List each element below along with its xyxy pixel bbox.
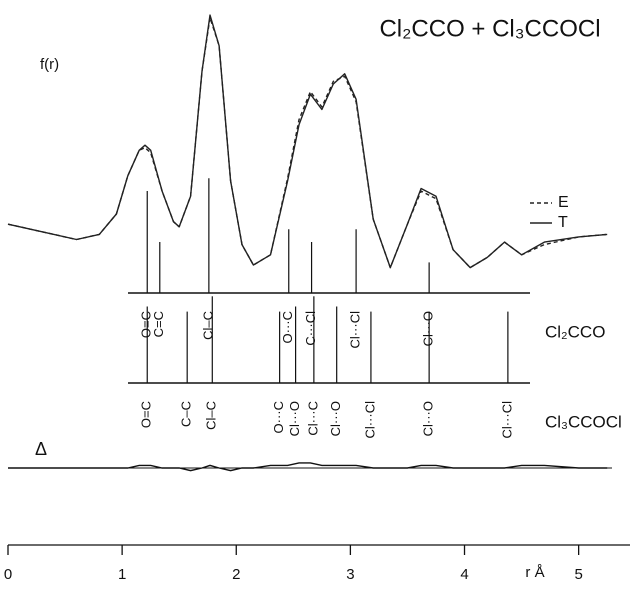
stick-label: Cl–C: [200, 311, 215, 340]
stick-label: Cl···C: [305, 401, 320, 436]
stick-group-label: Cl₂CCO: [545, 322, 605, 341]
x-tick-label: 5: [574, 566, 582, 583]
stick-label: Cl···O: [328, 401, 343, 436]
stick-label: C···Cl: [303, 311, 318, 346]
stick-label: O···C: [280, 311, 295, 344]
difference-line: [8, 462, 608, 472]
stick-label: C=C: [151, 311, 166, 337]
stick-label: O···C: [271, 401, 286, 434]
x-tick-label: 1: [118, 566, 126, 583]
stick-label: Cl···O: [421, 311, 436, 346]
stick-label: Cl···Cl: [362, 401, 377, 439]
x-tick-label: 0: [4, 566, 12, 583]
legend-label: E: [558, 194, 569, 211]
stick-label: C–C: [179, 401, 194, 427]
x-axis-label: r Å: [525, 564, 544, 581]
stick-label: Cl–C: [204, 401, 219, 430]
series-line: [7, 14, 608, 269]
y-axis-label: f(r): [40, 56, 59, 73]
stick-label: Cl···Cl: [348, 311, 363, 349]
series-line: [7, 17, 608, 269]
stick-label: Cl···O: [421, 401, 436, 436]
stick-group-label: Cl₃CCOCl: [545, 412, 622, 431]
x-tick-label: 2: [232, 566, 240, 583]
difference-label: Δ: [35, 439, 47, 459]
stick-label: Cl···O: [287, 401, 302, 436]
stick-label: Cl···Cl: [499, 401, 514, 439]
x-tick-label: 3: [346, 566, 354, 583]
stick-label: O=C: [139, 401, 154, 428]
chart-title: Cl₂CCO + Cl₃CCOCl: [379, 15, 600, 42]
legend-label: T: [558, 214, 568, 231]
x-tick-label: 4: [460, 566, 468, 583]
stick-label: O=C: [139, 311, 154, 338]
